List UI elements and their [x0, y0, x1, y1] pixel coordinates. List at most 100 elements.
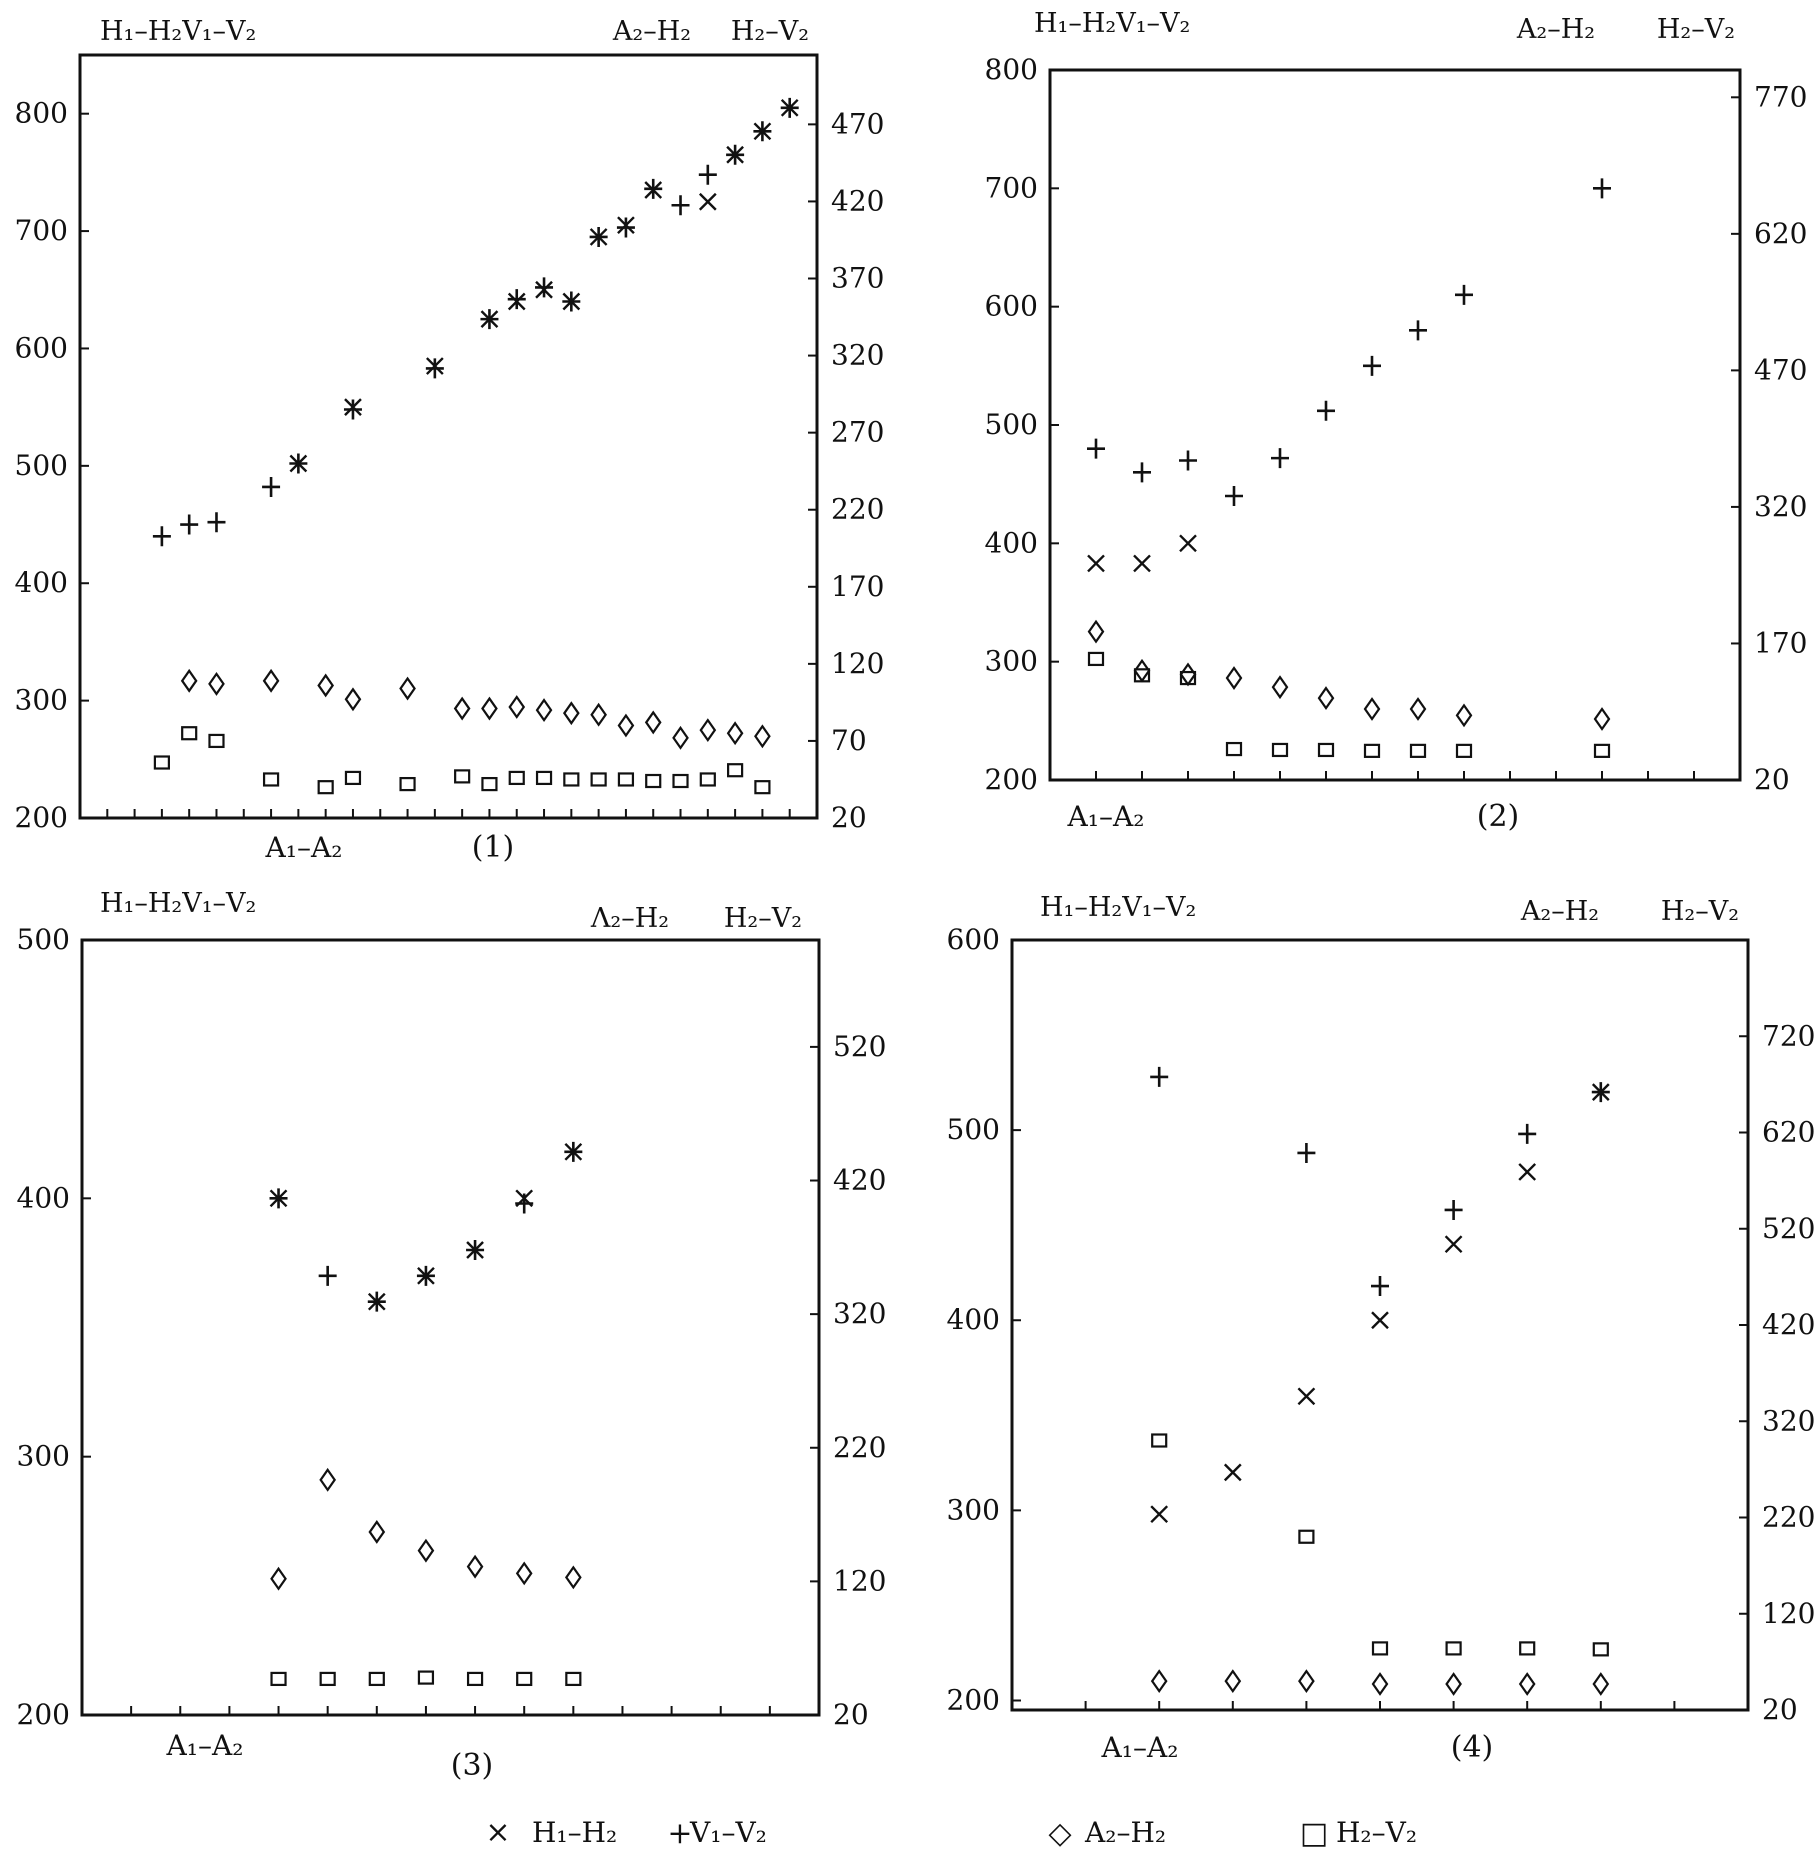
point-diamond	[1455, 703, 1473, 728]
legend-square-marker: □	[1300, 1816, 1328, 1851]
point-square	[1409, 743, 1427, 758]
point-diamond	[535, 698, 553, 723]
right-tick-label: 20	[833, 1698, 869, 1731]
left-tick-label: 200	[17, 1698, 70, 1731]
legend-diamond-marker: ◇	[1048, 1816, 1071, 1851]
left-tick-label: 600	[15, 331, 68, 364]
left-tick-label: 400	[17, 1181, 70, 1214]
point-square	[1179, 670, 1197, 686]
right-tick-label: 320	[1754, 490, 1807, 523]
point-square	[1445, 1641, 1462, 1656]
panel-label: (3)	[451, 1748, 494, 1783]
point-cross	[1518, 1163, 1537, 1181]
point-plus	[416, 1265, 435, 1286]
right-tick-label: 120	[831, 647, 884, 680]
right-tick-label: 520	[1762, 1212, 1814, 1245]
point-plus	[535, 277, 554, 298]
point-square	[466, 1671, 484, 1687]
point-diamond	[1271, 675, 1289, 700]
point-cross	[1444, 1235, 1463, 1254]
right-axis-title-h2v2: H₂–V₂	[724, 903, 802, 934]
point-plus	[180, 514, 199, 535]
point-plus	[289, 453, 308, 474]
point-diamond	[672, 725, 689, 750]
right-tick-label: 320	[831, 339, 884, 372]
point-square	[1271, 742, 1289, 758]
point-plus	[1409, 320, 1427, 341]
left-axis-title: H₁–H₂V₁–V₂	[1040, 892, 1196, 923]
point-diamond	[208, 671, 225, 696]
point-plus	[564, 1141, 583, 1162]
point-diamond	[1317, 686, 1335, 710]
right-tick-label: 20	[831, 801, 867, 834]
right-tick-label: 220	[831, 493, 884, 526]
right-tick-label: 620	[1754, 217, 1807, 250]
point-plus	[425, 358, 444, 379]
point-plus	[207, 512, 226, 533]
point-diamond	[344, 687, 362, 712]
right-tick-label: 770	[1754, 80, 1807, 113]
right-axis-title-h2v2: H₂–V₂	[731, 16, 809, 47]
point-plus	[1225, 486, 1243, 506]
point-square	[270, 1671, 287, 1687]
left-tick-label: 500	[947, 1113, 1000, 1146]
point-plus	[589, 226, 608, 247]
legend-h2v2-label: H₂–V₂	[1336, 1816, 1417, 1849]
right-tick-label: 20	[1762, 1693, 1798, 1726]
point-plus	[1455, 284, 1473, 305]
point-plus	[269, 1188, 288, 1209]
panel-label: (2)	[1477, 799, 1520, 834]
right-tick-label: 220	[833, 1431, 886, 1464]
point-diamond	[515, 1561, 533, 1586]
point-square	[617, 772, 635, 787]
point-plus	[726, 144, 745, 165]
point-diamond	[564, 1565, 582, 1590]
x-axis-label: A₁–A₂	[265, 831, 343, 864]
point-diamond	[726, 721, 744, 746]
left-axis-title: H₁–H₂V₁–V₂	[100, 16, 256, 47]
point-diamond	[399, 676, 416, 701]
point-plus	[343, 399, 362, 420]
point-diamond	[1363, 697, 1381, 721]
right-tick-label: 320	[833, 1297, 886, 1330]
point-diamond	[1298, 1669, 1315, 1694]
plot-frame	[1010, 938, 1750, 1712]
right-tick-label: 620	[1762, 1116, 1814, 1149]
left-axis-title: H₁–H₂V₁–V₂	[100, 888, 256, 919]
point-diamond	[180, 668, 198, 693]
right-tick-label: 170	[831, 570, 884, 603]
point-square	[1087, 651, 1105, 667]
point-plus	[1444, 1199, 1463, 1220]
point-plus	[698, 164, 717, 185]
point-cross	[1150, 1505, 1169, 1524]
point-diamond	[481, 696, 498, 721]
point-square	[1363, 743, 1381, 758]
point-diamond	[644, 710, 662, 735]
left-axis-title: H₁–H₂V₁–V₂	[1034, 8, 1190, 39]
right-axis-title-h2v2: H₂–V₂	[1661, 896, 1739, 927]
point-cross	[1223, 1463, 1242, 1482]
point-diamond	[417, 1538, 435, 1563]
right-tick-label: 70	[831, 724, 867, 757]
chart-panel-3: 200 300 400 500 20 120 220 320 420 520 H₁–H₂V₁–V₂ Λ…	[17, 888, 887, 1783]
point-square	[481, 776, 498, 792]
point-plus	[367, 1291, 386, 1312]
left-tick-label: 200	[947, 1683, 1000, 1716]
point-diamond	[270, 1566, 287, 1591]
plot-frame	[80, 938, 821, 1717]
chart-panel-4: 200 300 400 500 600 20 120 220 320 420 520 620 720 H₁…	[947, 892, 1814, 1765]
right-tick-label: 120	[1762, 1597, 1814, 1630]
point-square	[454, 769, 471, 784]
point-square	[1133, 668, 1151, 683]
point-square	[208, 733, 225, 749]
left-tick-label: 800	[15, 97, 68, 130]
panel-label: (1)	[472, 830, 515, 865]
point-plus	[1593, 178, 1611, 199]
point-plus	[466, 1240, 485, 1260]
legend-a2h2-label: A₂–H₂	[1084, 1816, 1166, 1849]
right-axis-title-a2h2: Λ₂–H₂	[590, 903, 669, 934]
x-axis-label: A₁–A₂	[166, 1729, 244, 1762]
point-plus	[1179, 450, 1197, 471]
point-square	[1455, 743, 1473, 758]
point-diamond	[1087, 619, 1105, 644]
